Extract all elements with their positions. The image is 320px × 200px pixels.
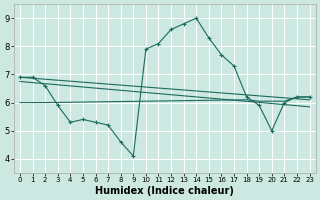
X-axis label: Humidex (Indice chaleur): Humidex (Indice chaleur) — [95, 186, 234, 196]
